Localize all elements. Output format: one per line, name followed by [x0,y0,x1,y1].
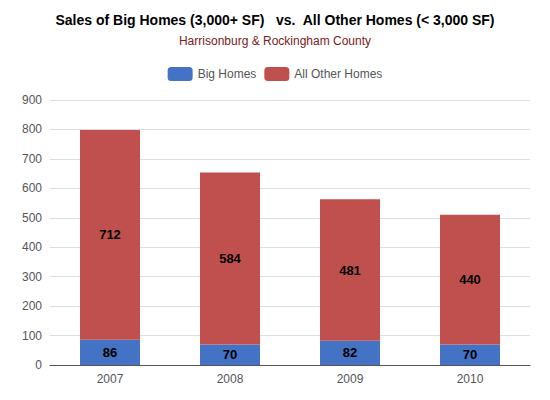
svg-text:200: 200 [22,299,42,313]
svg-text:70: 70 [463,347,477,362]
svg-text:700: 700 [22,152,42,166]
svg-text:584: 584 [219,251,241,266]
svg-text:500: 500 [22,211,42,225]
svg-text:82: 82 [343,345,357,360]
svg-text:0: 0 [35,358,42,372]
svg-text:900: 900 [22,93,42,107]
svg-text:712: 712 [99,227,121,242]
svg-text:100: 100 [22,329,42,343]
svg-text:Big Homes: Big Homes [198,67,257,81]
svg-text:86: 86 [103,345,117,360]
svg-text:2008: 2008 [217,372,244,386]
svg-text:All Other Homes: All Other Homes [294,67,382,81]
svg-text:70: 70 [223,347,237,362]
svg-text:600: 600 [22,181,42,195]
svg-text:Harrisonburg & Rockingham Coun: Harrisonburg & Rockingham County [179,34,371,48]
svg-text:2007: 2007 [97,372,124,386]
svg-text:2009: 2009 [337,372,364,386]
svg-text:800: 800 [22,122,42,136]
svg-text:300: 300 [22,270,42,284]
svg-text:Sales of Big Homes (3,000+ SF): Sales of Big Homes (3,000+ SF) vs. All O… [55,12,494,28]
svg-text:2010: 2010 [457,372,484,386]
svg-text:481: 481 [339,263,361,278]
svg-text:440: 440 [459,272,481,287]
svg-text:400: 400 [22,240,42,254]
